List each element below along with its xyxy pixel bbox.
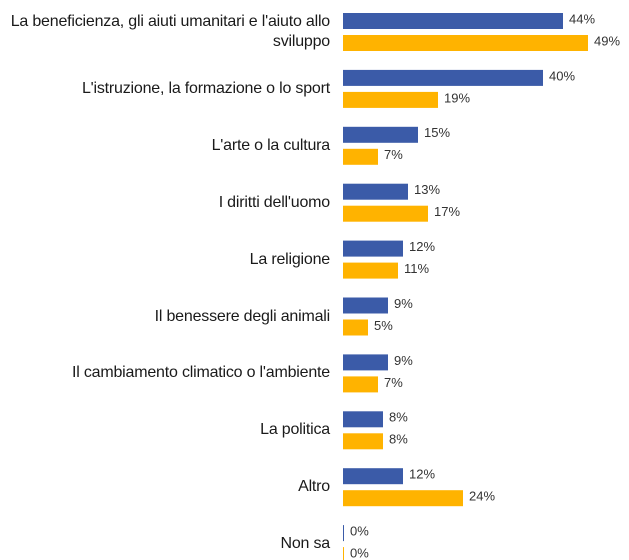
category-label: I diritti dell'uomo [218,193,331,211]
value-label: 24% [469,489,495,504]
bar [343,148,378,165]
category-label: Non sa [280,535,331,553]
value-label: 8% [389,432,408,447]
value-label: 11% [404,261,429,276]
value-label: 0% [350,524,369,539]
bar [343,547,344,560]
value-label: 8% [389,410,408,425]
bar [343,126,418,143]
bar [343,354,388,371]
bar [343,35,588,51]
bar [343,91,438,108]
value-label: 40% [549,68,575,83]
value-label: 49% [594,33,620,48]
value-label: 15% [424,125,450,140]
bar [343,240,403,257]
value-label: 12% [409,239,435,254]
value-label: 0% [350,546,369,560]
value-label: 7% [384,375,403,390]
category-label: L'istruzione, la formazione o lo sport [81,79,330,97]
bar [343,319,368,336]
bar [343,433,383,450]
bar [343,376,378,393]
value-label: 12% [409,467,435,482]
value-label: 44% [569,11,595,26]
bar [343,297,388,314]
bar [343,205,428,222]
bar [343,468,403,485]
value-label: 13% [414,182,440,197]
value-label: 9% [394,296,413,311]
bar [343,490,463,507]
bar [343,525,344,542]
value-label: 5% [374,318,393,333]
bar [343,183,408,200]
bar [343,69,543,86]
value-label: 7% [384,147,403,162]
category-label: Il cambiamento climatico o l'ambiente [72,364,330,382]
bar [343,411,383,428]
category-label: Altro [298,478,330,496]
bar [343,13,563,29]
value-label: 9% [394,353,413,368]
category-label: L'arte o la cultura [211,136,331,154]
category-label: Il benessere degli animali [154,307,331,325]
value-label: 17% [434,204,460,219]
bar [343,262,398,279]
category-label: La beneficienza, gli aiuti umanitari e l… [10,13,330,50]
value-label: 19% [444,90,470,105]
category-label: La religione [249,250,331,268]
category-label: La politica [260,421,330,439]
